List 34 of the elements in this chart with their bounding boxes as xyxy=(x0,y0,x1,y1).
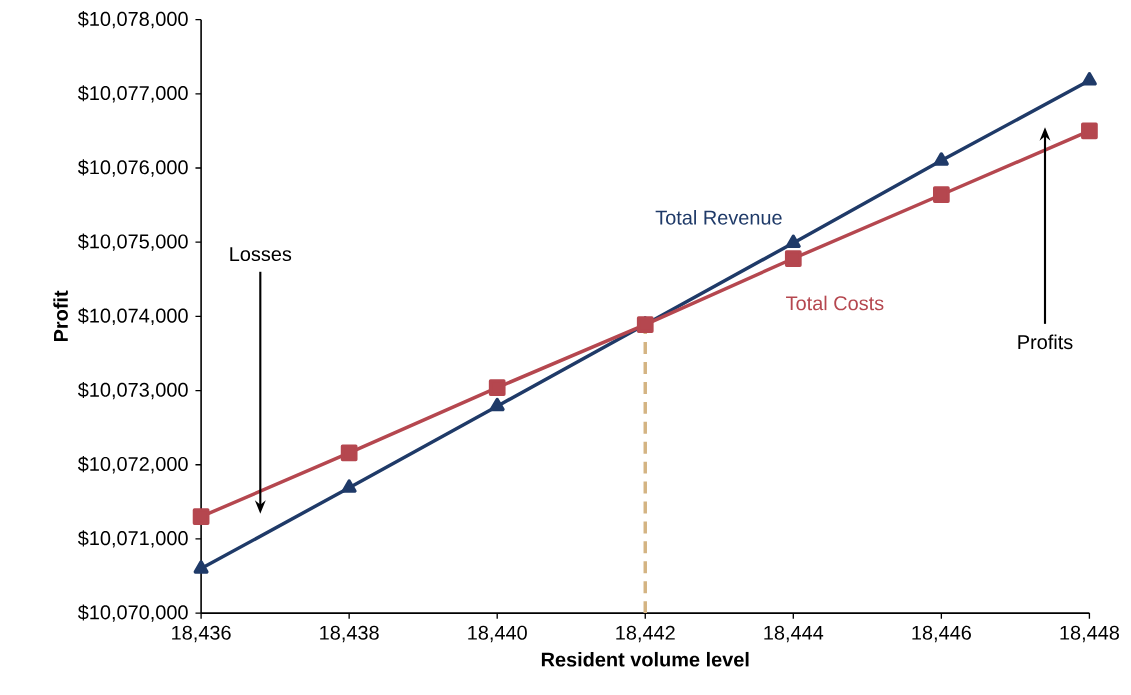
point xyxy=(489,397,505,412)
x-tick-label: 18,442 xyxy=(616,625,675,643)
series-label: Total Revenue xyxy=(655,210,782,225)
point xyxy=(933,152,949,166)
point xyxy=(1081,72,1097,86)
x-tick-label: 18,444 xyxy=(764,625,824,643)
y-tick-label: $10,074,000 xyxy=(77,307,188,325)
y-tick-label: $10,077,000 xyxy=(77,85,188,103)
y-tick-label: $10,071,000 xyxy=(77,530,188,548)
point xyxy=(192,508,210,525)
point xyxy=(784,250,802,267)
series-label: Total Costs xyxy=(786,295,884,311)
point xyxy=(932,186,950,204)
annotation: Losses xyxy=(230,247,292,262)
annotation: Profits xyxy=(1018,334,1073,350)
x-tick-label: 18,440 xyxy=(468,625,527,643)
y-tick-label: $10,075,000 xyxy=(77,233,188,251)
y-tick-label: $10,072,000 xyxy=(77,456,188,474)
x-tick-label: 18,448 xyxy=(1060,625,1120,643)
x-tick-label: 18,438 xyxy=(320,625,379,643)
point xyxy=(193,560,209,574)
y-tick-label: $10,078,000 xyxy=(77,10,188,29)
x-tick-label: 18,436 xyxy=(172,625,231,643)
y-tick-label: $10,070,000 xyxy=(77,604,188,622)
point xyxy=(341,479,357,493)
point xyxy=(488,379,506,396)
x-axis-title: Resident volume level xyxy=(541,651,749,667)
x-tick-label: 18,446 xyxy=(912,625,971,643)
point xyxy=(1081,122,1098,140)
point xyxy=(785,234,801,248)
y-tick-label: $10,073,000 xyxy=(77,381,188,400)
y-tick-label: $10,076,000 xyxy=(77,159,188,177)
point xyxy=(340,444,358,462)
y-axis-title: Profit xyxy=(53,290,68,341)
